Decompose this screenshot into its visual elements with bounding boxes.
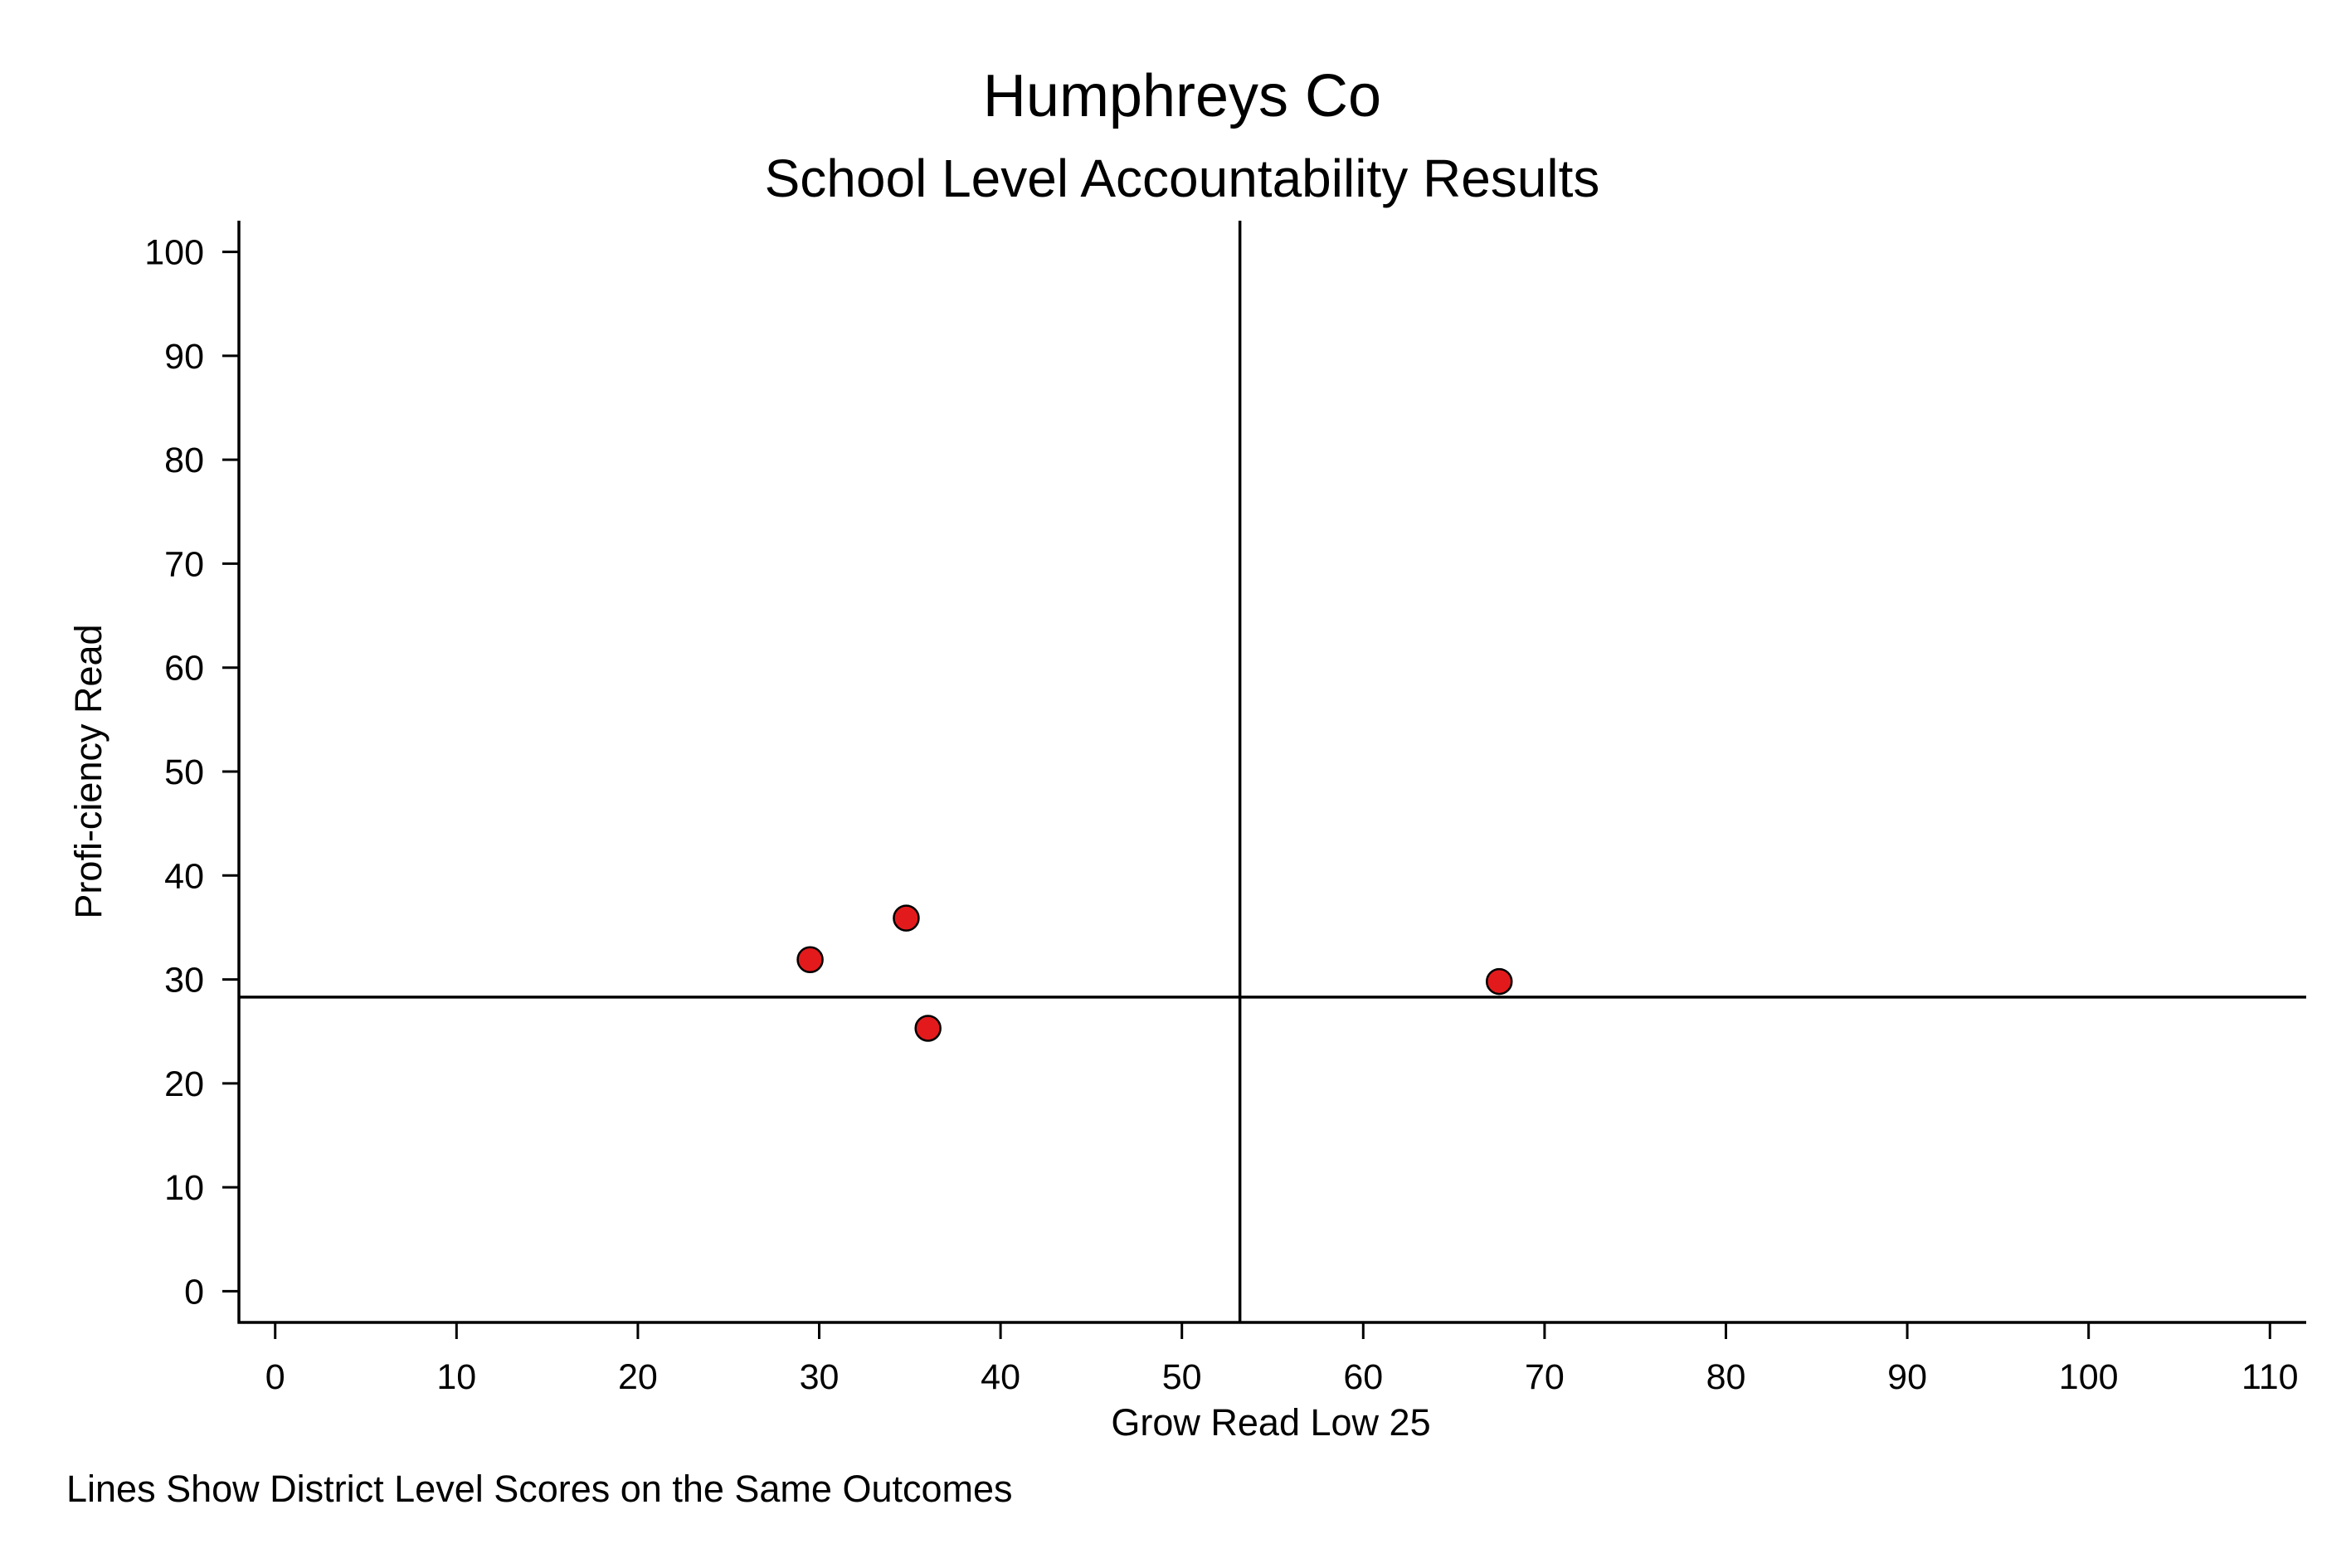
y-tick-label-0: 0 bbox=[184, 1272, 204, 1312]
y-tick-label-9: 90 bbox=[164, 337, 204, 377]
x-tick-label-7: 70 bbox=[1525, 1357, 1565, 1397]
x-tick-label-5: 50 bbox=[1162, 1357, 1202, 1397]
x-tick-label-6: 60 bbox=[1343, 1357, 1383, 1397]
y-tick-label-1: 10 bbox=[164, 1168, 204, 1208]
x-tick-label-10: 100 bbox=[2059, 1357, 2119, 1397]
y-tick-label-4: 40 bbox=[164, 856, 204, 896]
school-point-2 bbox=[914, 1015, 942, 1042]
x-tick-label-11: 110 bbox=[2241, 1357, 2299, 1397]
x-tick-label-3: 30 bbox=[800, 1357, 840, 1397]
school-point-3 bbox=[1485, 967, 1513, 996]
x-tick-label-9: 90 bbox=[1887, 1357, 1927, 1397]
school-point-1 bbox=[893, 904, 920, 932]
chart-note: Lines Show District Level Scores on the … bbox=[66, 1468, 1013, 1510]
y-axis-label: Profi-ciency Read bbox=[67, 624, 110, 918]
y-tick-label-8: 80 bbox=[164, 441, 204, 480]
chart-subtitle: School Level Accountability Results bbox=[765, 149, 1600, 208]
x-tick-label-2: 20 bbox=[618, 1357, 658, 1397]
y-tick-label-10: 100 bbox=[144, 233, 204, 273]
chart-title: Humphreys Co bbox=[983, 63, 1381, 129]
y-tick-label-2: 20 bbox=[164, 1064, 204, 1104]
y-tick-label-7: 70 bbox=[164, 544, 204, 584]
y-tick-label-5: 50 bbox=[164, 752, 204, 792]
y-tick-label-3: 30 bbox=[164, 961, 204, 1001]
x-tick-label-4: 40 bbox=[981, 1357, 1020, 1397]
x-tick-label-8: 80 bbox=[1706, 1357, 1746, 1397]
x-axis-label: Grow Read Low 25 bbox=[1111, 1401, 1430, 1444]
x-tick-label-1: 10 bbox=[436, 1357, 476, 1397]
x-tick-label-0: 0 bbox=[265, 1357, 285, 1397]
plot-area: 0 10 20 30 40 50 60 70 80 90 100 110 0 10 20 30 40 50 60 70… bbox=[144, 221, 2306, 1397]
y-tick-label-6: 60 bbox=[164, 649, 204, 689]
school-point-0 bbox=[796, 946, 824, 974]
